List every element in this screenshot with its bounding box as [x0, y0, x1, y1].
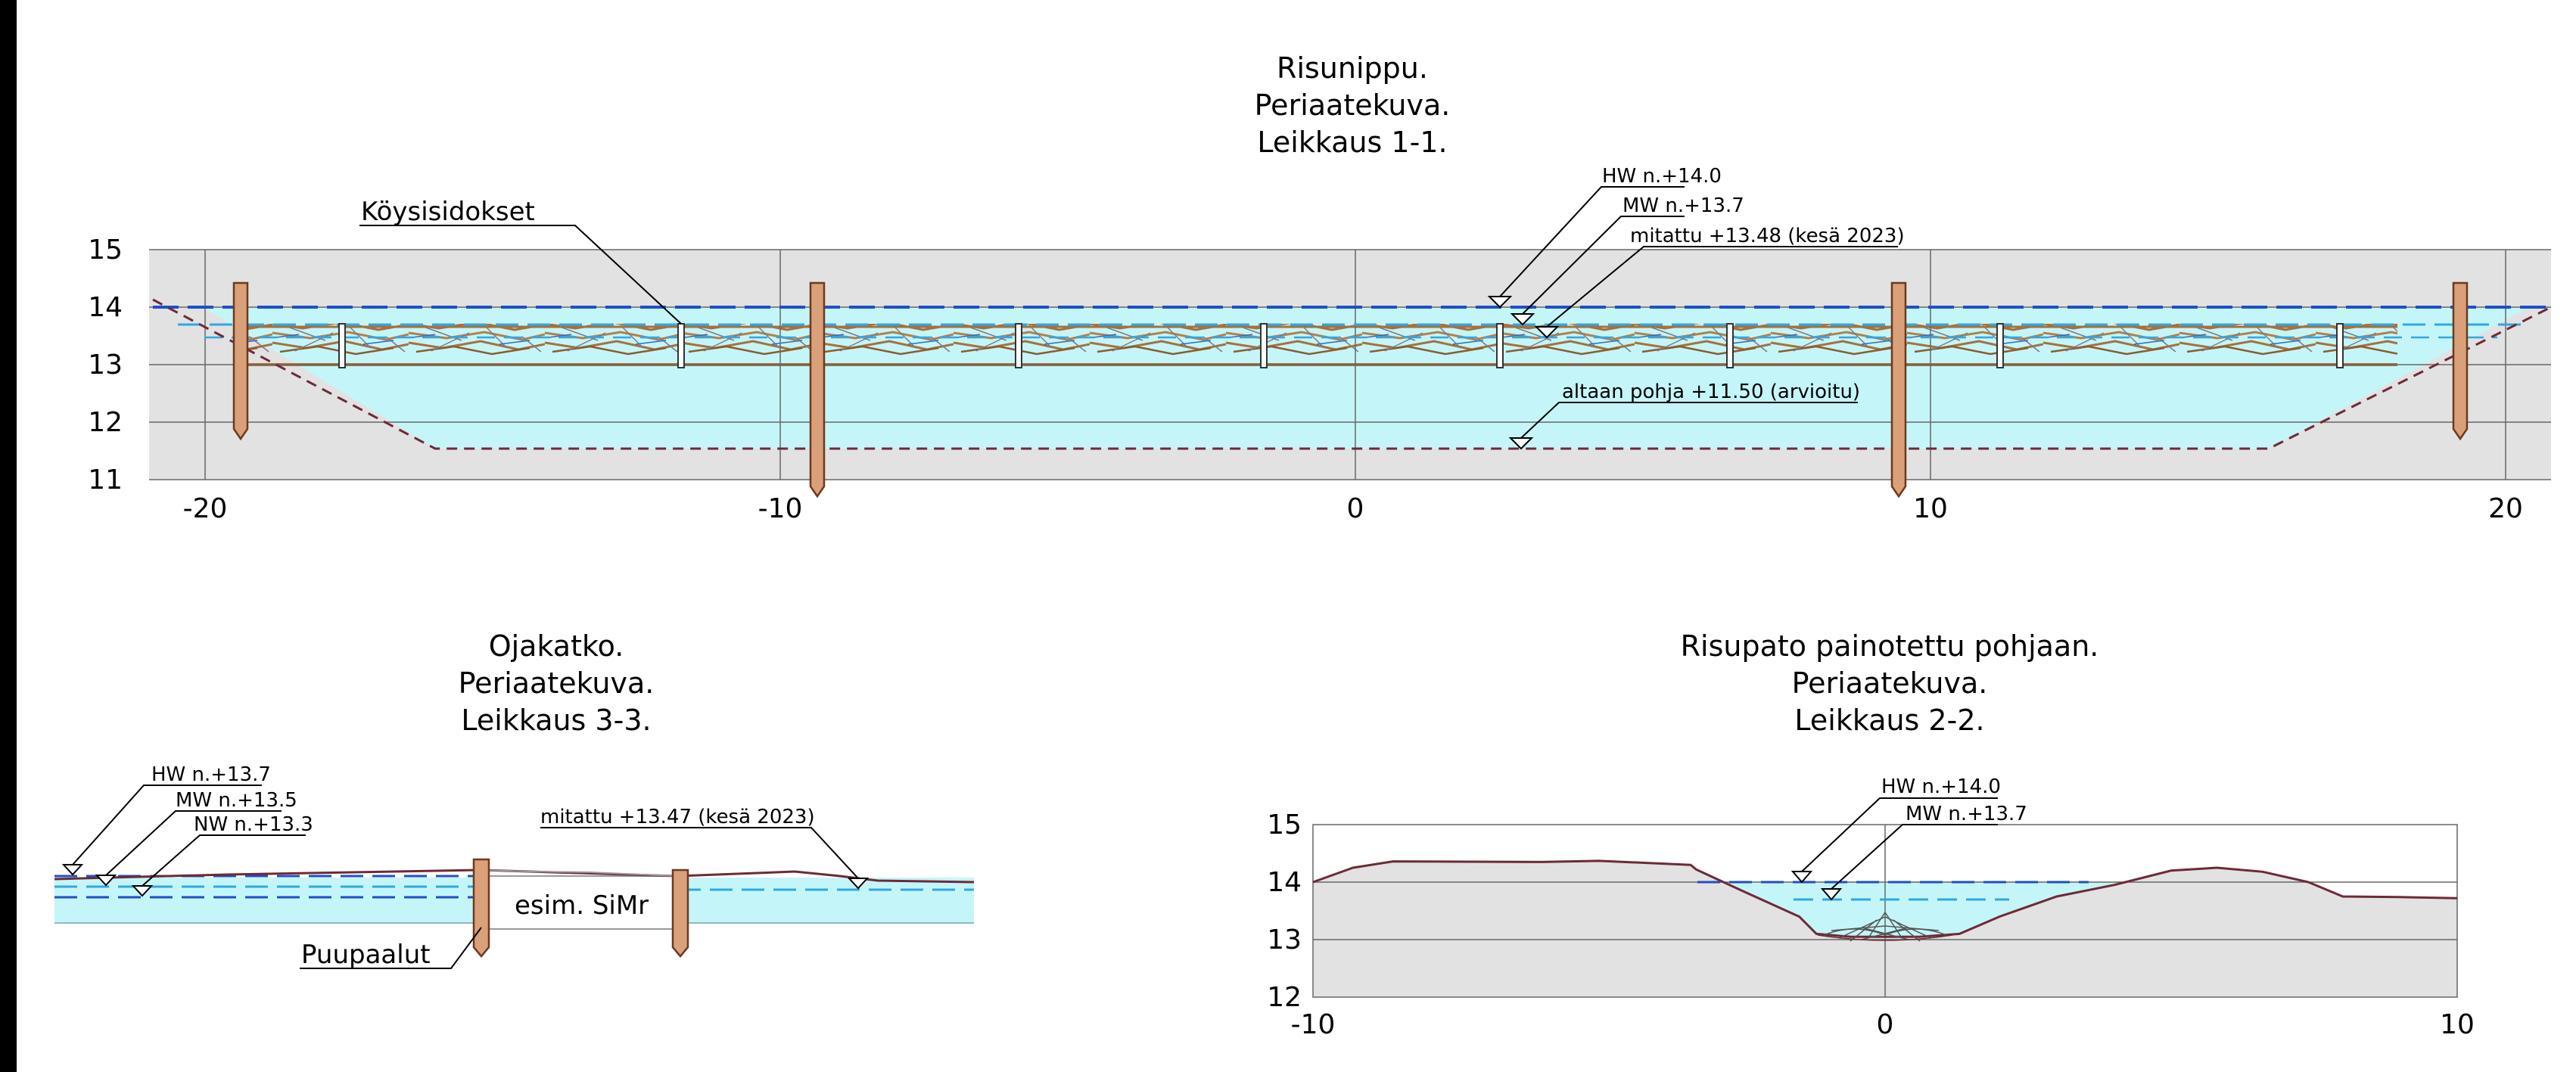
section-3-title-line-2: Periaatekuva. [459, 667, 655, 700]
bottom-leader [1520, 402, 1858, 439]
s2-ground-profile [1312, 859, 2458, 938]
s3-hw-marker-triangle [61, 864, 84, 876]
s1-y-tick-15: 15 [88, 235, 123, 266]
section-2-title-line-2: Periaatekuva. [1792, 667, 1988, 700]
section-1-title-line-3: Leikkaus 1-1. [1257, 126, 1447, 159]
section-1-title-line-1: Risunippu. [1277, 51, 1428, 85]
wooden-pile [2452, 281, 2469, 441]
ropes-label: Köysisidokset [361, 197, 535, 227]
section-1-1: Risunippu. Periaatekuva. Leikkaus 1-1. [88, 51, 2552, 524]
s2-y-tick-13: 13 [1267, 924, 1302, 955]
frame-border-inner [17, 0, 20, 1072]
wooden-pile [472, 858, 490, 958]
level-markers [1487, 296, 1560, 450]
s3-measured-label: mitattu +13.47 (kesä 2023) [540, 806, 815, 828]
s1-x-tick-20: 20 [2488, 493, 2523, 524]
mw-leader [1522, 216, 1685, 315]
s2-y-tick-12: 12 [1267, 982, 1302, 1013]
section-3-title-line-1: Ojakatko. [489, 629, 624, 663]
s2-callout-leaders [1801, 797, 1998, 890]
s3-mw-label: MW n.+13.5 [176, 789, 297, 812]
rope-binding [2336, 323, 2344, 368]
section-2-title-line-1: Risupato painotettu pohjaan. [1681, 629, 2099, 663]
brush-bundle-layer [241, 324, 2397, 366]
s1-x-tick-10: 10 [1913, 493, 1948, 524]
rope-binding [1996, 323, 2004, 368]
s1-y-tick-11: 11 [88, 465, 123, 496]
s1-x-tick-0: 0 [1347, 493, 1364, 524]
brush-dam [1817, 911, 1953, 942]
callout-leaders [359, 186, 1898, 439]
s1-y-tick-14: 14 [88, 292, 123, 323]
hw-label: HW n.+14.0 [1602, 165, 1722, 188]
s3-culvert-top [479, 869, 679, 877]
s3-piles-label: Puupaalut [301, 940, 431, 970]
basin-bottom-line [152, 298, 2552, 450]
wooden-pile [809, 281, 826, 499]
s3-callout-leaders [72, 785, 859, 969]
s1-y-tick-13: 13 [88, 350, 123, 381]
section-1-piles [232, 281, 2469, 499]
section-2-grid [1312, 824, 2458, 998]
frame-border [0, 0, 17, 1072]
wooden-pile [1890, 281, 1907, 499]
s3-hw-label: HW n.+13.7 [151, 763, 271, 786]
rope-binding [677, 323, 685, 368]
s3-fill-label: esim. SiMr [515, 890, 649, 921]
wooden-pile [232, 281, 249, 441]
measured-leader [1546, 246, 1898, 328]
section-1-title-line-2: Periaatekuva. [1255, 89, 1451, 122]
section-2-title-line-3: Leikkaus 2-2. [1794, 704, 1984, 737]
section-2-2: Risupato painotettu pohjaan. Periaatekuv… [1267, 629, 2475, 1040]
rope-binding [338, 323, 346, 368]
s1-y-tick-12: 12 [88, 407, 123, 438]
s2-x-tick-10: 10 [2440, 1009, 2475, 1040]
s1-x-tick-neg20: -20 [183, 493, 228, 524]
rope-binding [1260, 323, 1268, 368]
wooden-pile [671, 868, 689, 958]
section-3-title-line-3: Leikkaus 3-3. [461, 704, 651, 737]
s2-mw-label: MW n.+13.7 [1906, 803, 2027, 825]
rope-binding [1015, 323, 1022, 368]
hw-leader [1499, 186, 1685, 297]
s2-ground-fill [1313, 860, 2457, 997]
s2-y-tick-15: 15 [1267, 809, 1302, 841]
s3-nw-label: NW n.+13.3 [194, 813, 313, 836]
rope-binding [1726, 323, 1734, 368]
section-3-3: Ojakatko. Periaatekuva. Leikkaus 3-3. [54, 629, 975, 970]
s2-y-tick-14: 14 [1267, 867, 1302, 898]
ropes-leader [359, 225, 682, 325]
s1-x-tick-neg10: -10 [758, 493, 803, 524]
s2-x-tick-neg10: -10 [1291, 1009, 1336, 1040]
mw-label: MW n.+13.7 [1622, 194, 1744, 217]
rope-binding [1496, 323, 1504, 368]
s2-hw-label: HW n.+14.0 [1881, 775, 2001, 798]
measured-label: mitattu +13.48 (kesä 2023) [1630, 225, 1905, 247]
s2-x-tick-0: 0 [1877, 1009, 1894, 1040]
bottom-label: altaan pohja +11.50 (arvioitu) [1562, 381, 1860, 403]
